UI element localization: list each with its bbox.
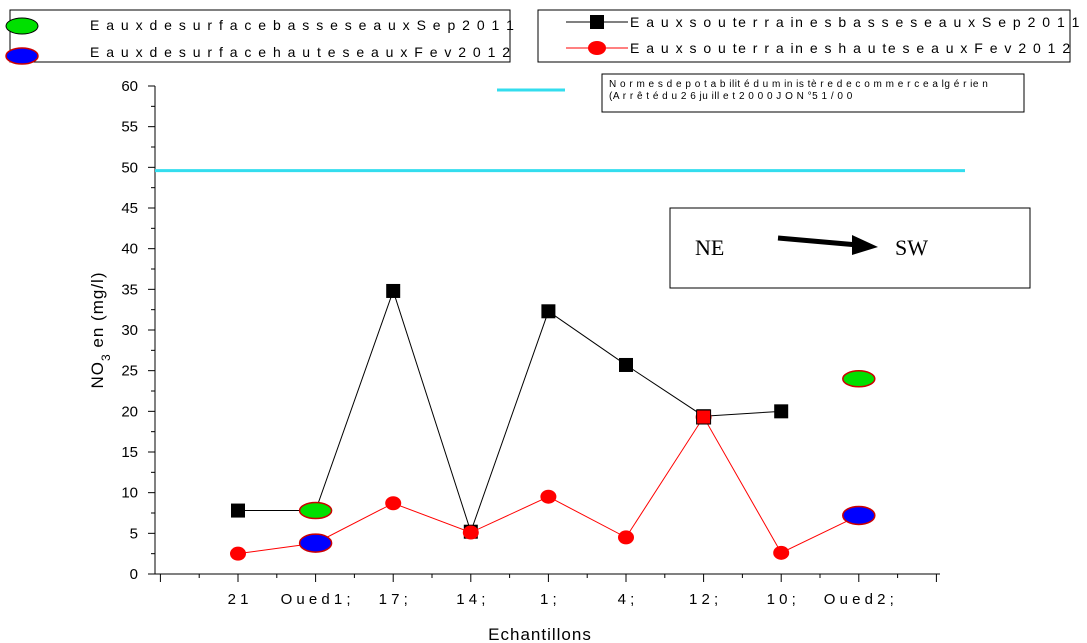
direction-from-label: NE bbox=[695, 235, 724, 260]
legend-surface-frame bbox=[9, 9, 511, 63]
x-tick-label: 2 1 bbox=[228, 591, 249, 608]
x-tick-label: 1 2 ; bbox=[689, 591, 718, 608]
y-tick-label: 0 bbox=[130, 566, 138, 583]
legend-norm-label-1: N o r m e s d e p o t a b ilit é d u m i… bbox=[609, 79, 988, 90]
y-axis-title-sub: 3 bbox=[99, 353, 113, 361]
direction-to-label: SW bbox=[895, 235, 928, 260]
legend-ground: E a u x s o u te r r a in e s b a s s e … bbox=[537, 9, 1081, 63]
point-ground-high bbox=[540, 489, 557, 504]
y-tick-label: 35 bbox=[121, 281, 138, 298]
y-axis-title-main: NO bbox=[88, 361, 107, 389]
series-line-ground-low bbox=[238, 289, 782, 534]
y-tick-label: 40 bbox=[121, 241, 138, 258]
point-surface-high bbox=[842, 505, 876, 526]
legend-label-surface-high: E a u x d e s u r f a c e h a u t e s e … bbox=[90, 44, 512, 60]
x-tick-label: 1 ; bbox=[540, 591, 557, 608]
legend-marker-ground-low bbox=[590, 15, 604, 29]
legend-marker-ground-high bbox=[588, 41, 606, 55]
point-ground-high bbox=[773, 545, 790, 560]
y-tick-label: 30 bbox=[121, 322, 138, 339]
point-surface-low bbox=[298, 501, 333, 520]
legend-marker-surface-high bbox=[5, 47, 39, 65]
y-tick-label: 5 bbox=[130, 525, 138, 542]
legend-ground-frame bbox=[537, 9, 1071, 63]
y-tick-label: 10 bbox=[121, 485, 138, 502]
y-axis-title: NO3 en (mg/l) bbox=[88, 272, 113, 389]
x-tick-label: O u e d 2 ; bbox=[824, 591, 894, 608]
y-tick-label: 55 bbox=[121, 119, 138, 136]
point-ground-low bbox=[541, 304, 556, 319]
point-ground-low bbox=[619, 357, 633, 372]
point-ground-low bbox=[774, 404, 789, 419]
legend-norm: N o r m e s d e p o t a b ilit é d u m i… bbox=[497, 73, 1025, 113]
point-ground-low bbox=[386, 283, 401, 298]
point-ground-high bbox=[385, 496, 402, 511]
x-tick-label: 1 0 ; bbox=[767, 591, 796, 608]
direction-arrow-head bbox=[852, 235, 878, 255]
legend-label-ground-high: E a u x s o u te r r a in e s h a u te s… bbox=[630, 40, 1072, 56]
x-tick-label: 4 ; bbox=[618, 591, 635, 608]
point-ground-overlap bbox=[696, 409, 712, 425]
y-ticks: 0 5 10 15 20 25 30 35 40 45 50 55 60 bbox=[121, 78, 155, 583]
direction-arrow-shaft bbox=[777, 235, 859, 248]
x-tick-label: O u e d 1 ; bbox=[281, 591, 351, 608]
legend-norm-label-2: (A r r ê t é d u 2 6 ju ill e t 2 0 0 0 … bbox=[609, 91, 853, 102]
point-ground-high bbox=[462, 525, 479, 540]
y-tick-label: 25 bbox=[121, 363, 138, 380]
direction-box: NE SW bbox=[669, 207, 1031, 289]
y-axis-title-rest: en (mg/l) bbox=[88, 272, 107, 354]
point-surface-high bbox=[298, 533, 333, 553]
point-ground-low bbox=[231, 503, 245, 518]
legend-label-surface-low: E a u x d e s u r f a c e b a s s e s e … bbox=[90, 17, 515, 33]
x-axis-title: Echantillons bbox=[488, 625, 592, 643]
series-layer bbox=[230, 283, 876, 561]
legend-marker-surface-low bbox=[5, 17, 39, 35]
y-tick-label: 45 bbox=[121, 200, 138, 217]
y-tick-label: 60 bbox=[121, 78, 138, 95]
y-tick-label: 15 bbox=[121, 444, 138, 461]
y-tick-label: 20 bbox=[121, 403, 138, 420]
legend-norm-frame bbox=[601, 73, 1025, 113]
x-ticks: 2 1 O u e d 1 ; 1 7 ; 1 4 ; 1 ; 4 ; 1 2 ; 1 0 ;… bbox=[159, 574, 937, 608]
point-ground-high bbox=[230, 546, 246, 561]
legend-surface: E a u x d e s u r f a c e b a s s e s e … bbox=[5, 9, 515, 65]
series-line-ground-high bbox=[237, 416, 860, 555]
x-tick-label: 1 4 ; bbox=[456, 591, 485, 608]
point-surface-low bbox=[842, 370, 876, 388]
y-tick-label: 50 bbox=[121, 159, 138, 176]
x-tick-label: 1 7 ; bbox=[379, 591, 408, 608]
legend-label-ground-low: E a u x s o u te r r a in e s b a s s e … bbox=[630, 14, 1081, 30]
direction-frame bbox=[669, 207, 1031, 289]
point-ground-high bbox=[618, 530, 634, 545]
